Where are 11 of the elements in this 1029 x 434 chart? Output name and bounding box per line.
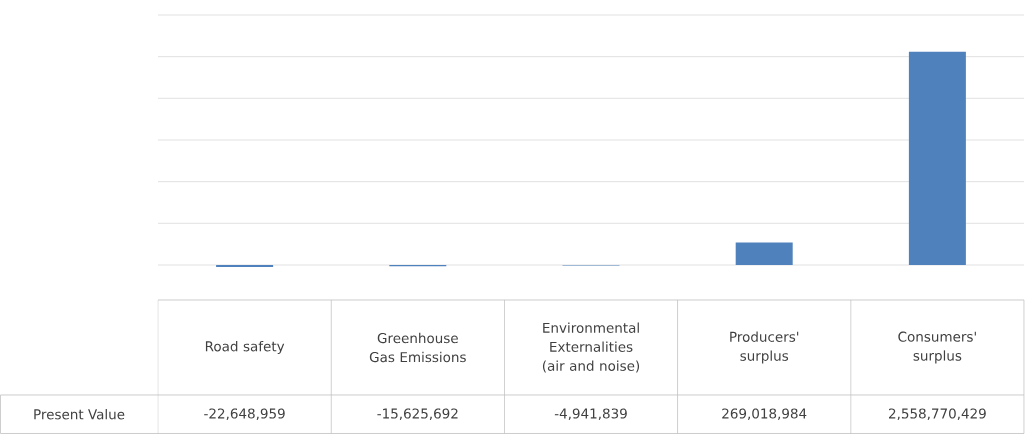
- data-label: 2,558,770,429: [889, 408, 986, 420]
- x-tick-label: Greenhouse Gas Emissions: [369, 332, 466, 363]
- data-label: -15,625,692: [377, 408, 458, 420]
- x-tick-label: Environmental Externalities (air and noise): [542, 322, 640, 373]
- data-label: 269,018,984: [722, 408, 807, 420]
- x-tick-label: Consumers' surplus: [898, 331, 976, 364]
- data-label: -22,648,959: [204, 408, 285, 420]
- data-label: -4,941,839: [554, 408, 627, 420]
- x-tick-label: Road safety: [205, 340, 285, 355]
- text: Present Value: [34, 408, 125, 420]
- x-tick-label: Producers' surplus: [730, 331, 799, 364]
